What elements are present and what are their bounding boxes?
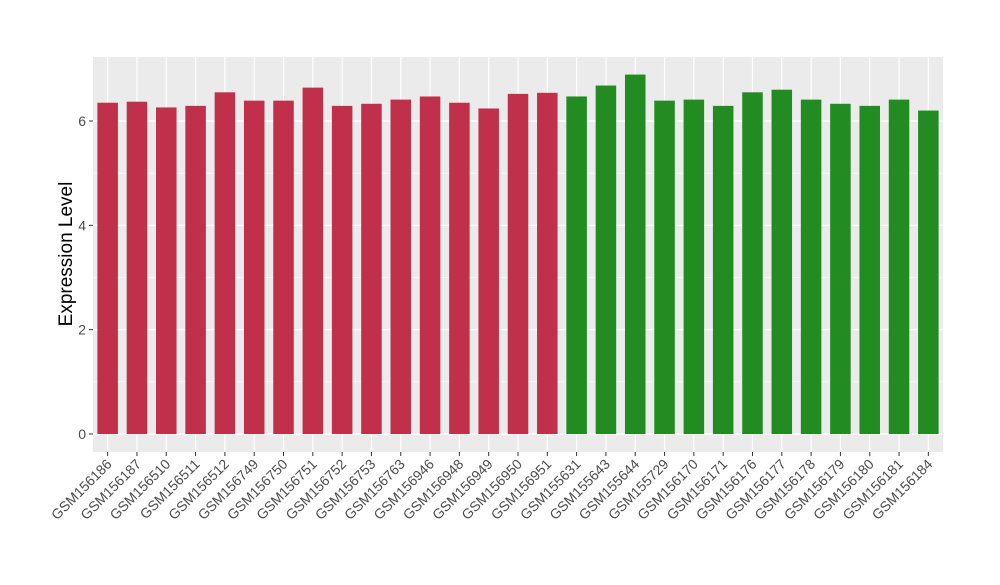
bar-GSM156187 bbox=[126, 101, 148, 434]
bars bbox=[97, 74, 939, 435]
bar-GSM156752 bbox=[331, 105, 353, 434]
bar-GSM156946 bbox=[419, 96, 441, 435]
bar-GSM156510 bbox=[156, 107, 177, 434]
bar-GSM156178 bbox=[800, 99, 822, 434]
y-axis: 0 2 4 6 bbox=[78, 113, 93, 442]
bar-GSM156512 bbox=[214, 92, 236, 434]
bar-GSM156751 bbox=[302, 87, 324, 434]
bar-GSM156181 bbox=[888, 99, 910, 434]
bar-GSM156763 bbox=[390, 99, 412, 434]
bar-GSM156753 bbox=[361, 103, 382, 434]
bar-GSM155631 bbox=[566, 96, 587, 435]
bar-GSM156949 bbox=[478, 108, 499, 434]
bar-GSM155643 bbox=[595, 85, 617, 434]
bar-GSM156170 bbox=[683, 99, 705, 434]
y-tick-label: 0 bbox=[78, 426, 86, 442]
bar-GSM156948 bbox=[449, 102, 470, 434]
bar-GSM156186 bbox=[97, 102, 118, 434]
bar-GSM156171 bbox=[712, 105, 734, 434]
bar-GSM155644 bbox=[624, 74, 646, 435]
y-axis-title: Expression Level bbox=[56, 182, 77, 327]
bar-GSM156750 bbox=[273, 100, 294, 434]
bar-GSM156950 bbox=[507, 93, 529, 434]
bar-GSM156180 bbox=[859, 105, 880, 434]
bar-GSM156177 bbox=[771, 89, 793, 434]
bar-GSM155729 bbox=[654, 100, 675, 434]
bar-GSM156749 bbox=[243, 100, 265, 434]
bar-GSM156951 bbox=[537, 92, 558, 434]
bar-GSM156511 bbox=[185, 105, 206, 434]
y-tick-label: 4 bbox=[78, 217, 86, 233]
bar-GSM156184 bbox=[918, 110, 939, 435]
bar-GSM156176 bbox=[742, 92, 763, 434]
x-axis: GSM156186GSM156187GSM156510GSM156511GSM1… bbox=[48, 452, 936, 523]
bar-GSM156179 bbox=[830, 103, 851, 434]
y-tick-label: 2 bbox=[78, 322, 86, 338]
y-tick-label: 6 bbox=[78, 113, 86, 129]
